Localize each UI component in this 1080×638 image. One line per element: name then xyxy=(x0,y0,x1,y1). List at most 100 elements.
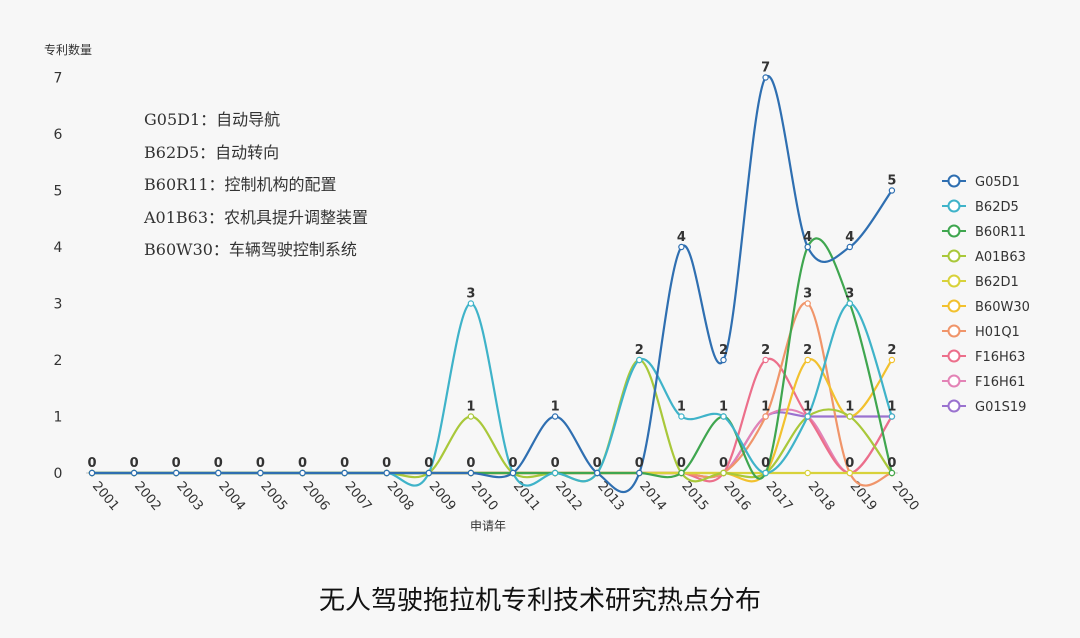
data-label: 1 xyxy=(761,400,770,415)
data-point-g05d1 xyxy=(636,469,643,477)
y-tick-label: 7 xyxy=(54,71,63,87)
y-tick-label: 5 xyxy=(54,184,63,200)
x-tick-label: 2001 xyxy=(89,479,122,514)
x-tick-label: 2009 xyxy=(426,479,459,514)
x-tick-label: 2006 xyxy=(299,479,332,514)
data-label: 0 xyxy=(130,456,139,471)
y-tick-label: 4 xyxy=(54,240,63,256)
data-point-a01b63 xyxy=(846,413,854,420)
data-label: 2 xyxy=(761,343,770,358)
data-label: 7 xyxy=(761,61,770,76)
data-label: 2 xyxy=(719,343,728,358)
y-tick-label: 2 xyxy=(54,353,63,369)
legend-swatch-marker xyxy=(947,324,961,338)
data-label: 2 xyxy=(803,343,812,358)
code-annotations: G05D1：自动导航 B62D5：自动转向 B60R11：控制机构的配置 A01… xyxy=(144,106,368,269)
data-point-g05d1 xyxy=(383,469,390,477)
annotation-b60r11: B60R11：控制机构的配置 xyxy=(144,175,337,194)
data-point-b60w30 xyxy=(888,356,896,364)
y-axis-title: 专利数量 xyxy=(44,42,92,57)
x-tick-label: 2005 xyxy=(257,479,290,514)
data-point-g05d1 xyxy=(425,469,432,477)
data-point-g05d1 xyxy=(341,469,348,477)
data-point-b60r11 xyxy=(888,469,896,477)
legend-swatch-marker xyxy=(947,174,961,188)
data-label: 1 xyxy=(803,400,812,415)
legend-swatch-marker xyxy=(947,224,961,238)
data-point-b62d5 xyxy=(762,469,769,477)
legend-item-b62d1: B62D1 xyxy=(975,275,1019,290)
x-tick-label: 2015 xyxy=(678,479,711,514)
data-label: 2 xyxy=(635,343,644,358)
data-point-h01q1 xyxy=(762,413,769,420)
data-point-g05d1 xyxy=(88,469,96,477)
data-label: 0 xyxy=(593,456,602,471)
legend-swatch-marker xyxy=(947,249,961,263)
data-label: 0 xyxy=(424,456,433,471)
legend-swatch-marker xyxy=(947,274,961,288)
data-label: 1 xyxy=(466,400,475,415)
data-label: 4 xyxy=(677,230,686,245)
legend-swatch-marker xyxy=(947,399,961,413)
data-label: 4 xyxy=(845,230,854,245)
data-label: 1 xyxy=(551,400,560,415)
data-label: 1 xyxy=(719,400,728,415)
data-label: 0 xyxy=(87,456,96,471)
figure-caption: 无人驾驶拖拉机专利技术研究热点分布 xyxy=(318,586,761,616)
y-tick-label: 1 xyxy=(54,410,63,426)
data-label: 0 xyxy=(214,456,223,471)
legend-item-g05d1: G05D1 xyxy=(975,175,1020,190)
data-label: 0 xyxy=(635,456,644,471)
x-tick-label: 2016 xyxy=(720,479,753,514)
legend-swatch-marker xyxy=(947,199,961,213)
x-tick-label: 2007 xyxy=(342,479,375,514)
annotation-g05d1: G05D1：自动导航 xyxy=(144,110,281,129)
x-tick-label: 2004 xyxy=(215,479,248,514)
data-point-b62d5 xyxy=(678,413,685,420)
y-tick-label: 3 xyxy=(54,297,63,313)
legend-item-g01s19: G01S19 xyxy=(975,400,1026,415)
data-point-b60r11 xyxy=(678,469,685,477)
data-point-a01b63 xyxy=(720,469,727,477)
data-point-g05d1 xyxy=(551,413,559,420)
data-label: 0 xyxy=(172,456,181,471)
x-tick-label: 2003 xyxy=(173,479,206,514)
data-point-g05d1 xyxy=(509,469,517,477)
data-label: 1 xyxy=(887,400,896,415)
data-point-g05d1 xyxy=(172,469,180,477)
x-tick-label: 2020 xyxy=(889,479,922,514)
legend-item-a01b63: A01B63 xyxy=(975,250,1026,265)
data-point-b62d5 xyxy=(888,413,896,420)
data-label: 3 xyxy=(466,287,475,302)
data-point-g05d1 xyxy=(888,187,896,194)
x-tick-label: 2012 xyxy=(552,479,585,514)
x-tick-label: 2019 xyxy=(847,479,880,514)
legend-swatch-marker xyxy=(947,374,961,388)
data-point-b62d5 xyxy=(720,413,727,420)
data-point-b62d1 xyxy=(846,469,854,477)
x-tick-label: 2014 xyxy=(636,479,669,514)
x-tick-label: 2018 xyxy=(805,479,838,514)
x-axis-title: 申请年 xyxy=(470,519,506,533)
data-label: 2 xyxy=(887,343,896,358)
data-point-b60w30 xyxy=(804,356,811,364)
data-label: 1 xyxy=(845,400,854,415)
data-point-g05d1 xyxy=(467,469,475,477)
data-point-b62d5 xyxy=(636,356,643,364)
data-point-b62d5 xyxy=(846,300,854,307)
data-point-g05d1 xyxy=(804,243,811,251)
data-label: 0 xyxy=(887,456,896,471)
data-label: 0 xyxy=(551,456,560,471)
data-label: 3 xyxy=(845,287,854,302)
x-tick-label: 2011 xyxy=(510,479,543,514)
data-point-g05d1 xyxy=(762,74,769,81)
data-label: 0 xyxy=(719,456,728,471)
data-point-g05d1 xyxy=(678,243,685,251)
legend-item-b60r11: B60R11 xyxy=(975,225,1026,240)
data-label: 0 xyxy=(340,456,349,471)
data-label: 0 xyxy=(508,456,517,471)
data-label: 1 xyxy=(677,400,686,415)
x-tick-label: 2017 xyxy=(763,479,796,514)
data-point-g05d1 xyxy=(299,469,306,477)
